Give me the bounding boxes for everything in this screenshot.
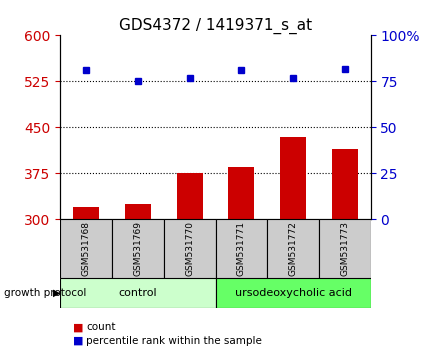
Text: ▶: ▶ xyxy=(52,288,60,298)
FancyBboxPatch shape xyxy=(163,219,215,278)
FancyBboxPatch shape xyxy=(215,219,267,278)
Text: GSM531769: GSM531769 xyxy=(133,221,142,276)
Text: count: count xyxy=(86,322,115,332)
Text: GSM531771: GSM531771 xyxy=(237,221,245,276)
Bar xyxy=(176,173,202,219)
FancyBboxPatch shape xyxy=(267,219,318,278)
Text: control: control xyxy=(118,288,157,298)
Text: ursodeoxycholic acid: ursodeoxycholic acid xyxy=(234,288,351,298)
Text: ■: ■ xyxy=(73,336,83,346)
FancyBboxPatch shape xyxy=(215,278,370,308)
Text: ■: ■ xyxy=(73,322,83,332)
Bar xyxy=(228,167,254,219)
Bar xyxy=(331,149,357,219)
Text: GSM531768: GSM531768 xyxy=(82,221,90,276)
FancyBboxPatch shape xyxy=(60,278,215,308)
Text: GSM531770: GSM531770 xyxy=(185,221,194,276)
Text: growth protocol: growth protocol xyxy=(4,288,86,298)
Bar xyxy=(125,204,150,219)
FancyBboxPatch shape xyxy=(60,219,112,278)
Bar xyxy=(280,137,305,219)
Bar xyxy=(73,207,99,219)
Title: GDS4372 / 1419371_s_at: GDS4372 / 1419371_s_at xyxy=(119,18,311,34)
FancyBboxPatch shape xyxy=(112,219,163,278)
Text: GSM531772: GSM531772 xyxy=(288,221,297,276)
Text: percentile rank within the sample: percentile rank within the sample xyxy=(86,336,261,346)
FancyBboxPatch shape xyxy=(318,219,370,278)
Text: GSM531773: GSM531773 xyxy=(340,221,348,276)
